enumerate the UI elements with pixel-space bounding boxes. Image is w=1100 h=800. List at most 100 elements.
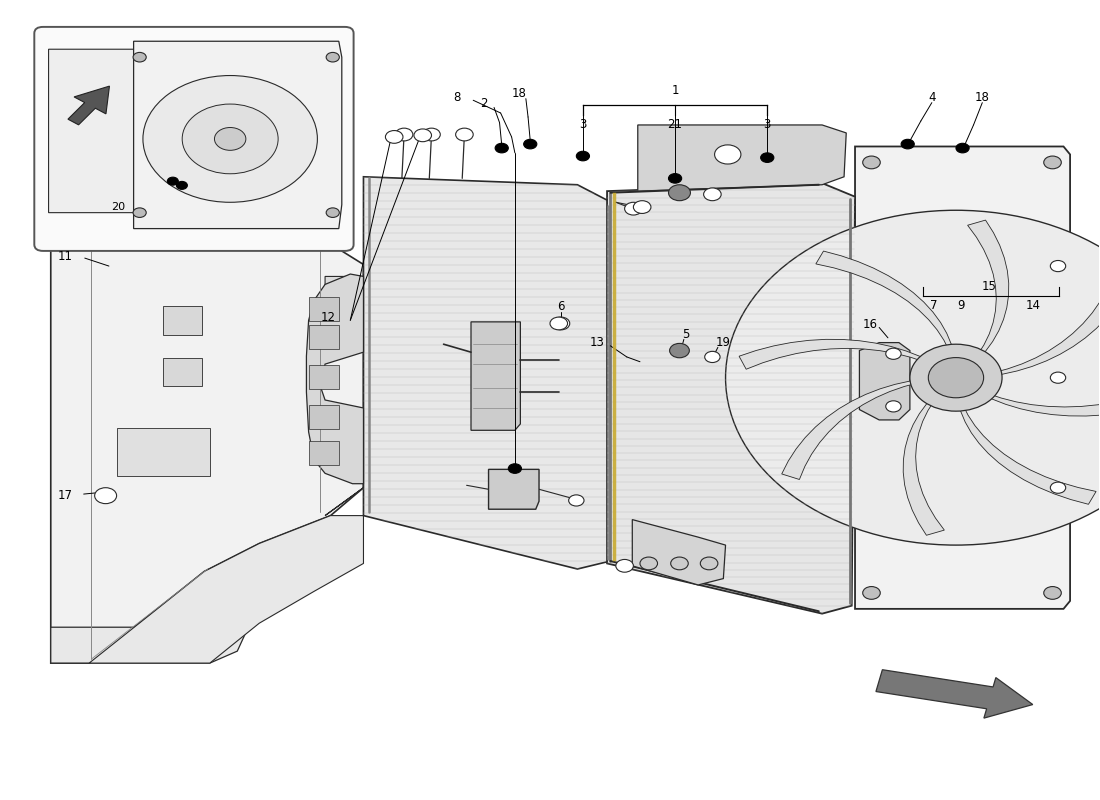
Polygon shape bbox=[307, 274, 363, 484]
Text: 13: 13 bbox=[590, 336, 605, 349]
Circle shape bbox=[167, 177, 178, 185]
Circle shape bbox=[524, 139, 537, 149]
Circle shape bbox=[176, 182, 187, 190]
Circle shape bbox=[901, 139, 914, 149]
Circle shape bbox=[495, 143, 508, 153]
Circle shape bbox=[183, 104, 278, 174]
Polygon shape bbox=[117, 428, 210, 476]
Text: 18: 18 bbox=[512, 87, 527, 100]
Circle shape bbox=[886, 348, 901, 359]
Bar bbox=[309, 325, 339, 349]
Circle shape bbox=[1044, 156, 1061, 169]
Circle shape bbox=[214, 127, 246, 150]
Circle shape bbox=[1050, 482, 1066, 494]
Polygon shape bbox=[739, 339, 925, 370]
Circle shape bbox=[670, 186, 690, 200]
Text: 11: 11 bbox=[57, 250, 73, 263]
Circle shape bbox=[133, 53, 146, 62]
Polygon shape bbox=[68, 86, 110, 125]
Circle shape bbox=[704, 188, 722, 201]
Circle shape bbox=[726, 210, 1100, 545]
FancyBboxPatch shape bbox=[34, 27, 353, 251]
Circle shape bbox=[701, 557, 718, 570]
Text: 1985: 1985 bbox=[793, 454, 965, 569]
Circle shape bbox=[508, 464, 521, 474]
Polygon shape bbox=[968, 220, 1009, 355]
Circle shape bbox=[1044, 586, 1061, 599]
Circle shape bbox=[327, 53, 339, 62]
Polygon shape bbox=[326, 416, 396, 515]
Circle shape bbox=[95, 488, 117, 504]
Text: 3: 3 bbox=[763, 118, 771, 131]
Polygon shape bbox=[51, 627, 249, 663]
Polygon shape bbox=[903, 400, 944, 535]
Polygon shape bbox=[488, 470, 539, 510]
Text: 4: 4 bbox=[928, 90, 936, 103]
Circle shape bbox=[625, 202, 642, 215]
Text: 3: 3 bbox=[580, 118, 586, 131]
Polygon shape bbox=[855, 146, 1070, 609]
Polygon shape bbox=[816, 251, 952, 351]
Circle shape bbox=[862, 156, 880, 169]
Polygon shape bbox=[133, 42, 342, 229]
Bar bbox=[309, 405, 339, 429]
Circle shape bbox=[395, 128, 412, 141]
Circle shape bbox=[327, 208, 339, 218]
Circle shape bbox=[640, 557, 658, 570]
Circle shape bbox=[422, 128, 440, 141]
Text: 21: 21 bbox=[668, 118, 683, 131]
Circle shape bbox=[886, 401, 901, 412]
Text: 19: 19 bbox=[716, 336, 730, 349]
Bar bbox=[163, 306, 202, 334]
Text: 18: 18 bbox=[975, 90, 990, 103]
Text: 2: 2 bbox=[481, 97, 488, 110]
Bar bbox=[309, 365, 339, 389]
Circle shape bbox=[162, 146, 182, 160]
Circle shape bbox=[385, 130, 403, 143]
Polygon shape bbox=[48, 50, 208, 213]
Circle shape bbox=[670, 343, 690, 358]
Circle shape bbox=[928, 358, 983, 398]
Circle shape bbox=[862, 586, 880, 599]
Polygon shape bbox=[987, 386, 1100, 416]
Circle shape bbox=[576, 151, 590, 161]
Circle shape bbox=[671, 557, 689, 570]
Text: 9: 9 bbox=[958, 299, 965, 313]
Polygon shape bbox=[876, 670, 1033, 718]
Polygon shape bbox=[326, 277, 394, 352]
Circle shape bbox=[414, 129, 431, 142]
Polygon shape bbox=[607, 183, 855, 614]
Text: 8: 8 bbox=[453, 90, 461, 103]
Polygon shape bbox=[363, 177, 616, 569]
Polygon shape bbox=[782, 381, 920, 479]
Text: es: es bbox=[690, 278, 926, 490]
Circle shape bbox=[98, 490, 113, 502]
Circle shape bbox=[550, 317, 568, 330]
Text: 15: 15 bbox=[981, 280, 997, 294]
Circle shape bbox=[552, 317, 570, 330]
Circle shape bbox=[715, 145, 741, 164]
Circle shape bbox=[669, 174, 682, 183]
Text: 14: 14 bbox=[1025, 299, 1041, 313]
Circle shape bbox=[669, 185, 691, 201]
Circle shape bbox=[242, 142, 262, 156]
Text: 6: 6 bbox=[558, 300, 564, 314]
Circle shape bbox=[910, 344, 1002, 411]
Circle shape bbox=[761, 153, 773, 162]
Text: 20: 20 bbox=[111, 202, 125, 211]
Circle shape bbox=[96, 154, 115, 168]
Text: 1: 1 bbox=[671, 84, 679, 97]
Polygon shape bbox=[960, 404, 1096, 504]
Circle shape bbox=[616, 559, 634, 572]
Polygon shape bbox=[632, 519, 726, 585]
Bar bbox=[163, 358, 202, 386]
Text: autoparts: autoparts bbox=[579, 298, 740, 390]
Polygon shape bbox=[992, 276, 1100, 374]
Text: 17: 17 bbox=[57, 489, 73, 502]
Text: 16: 16 bbox=[862, 318, 878, 330]
Circle shape bbox=[705, 351, 720, 362]
Circle shape bbox=[1050, 261, 1066, 272]
Circle shape bbox=[143, 75, 318, 202]
Circle shape bbox=[133, 208, 146, 218]
Circle shape bbox=[569, 495, 584, 506]
